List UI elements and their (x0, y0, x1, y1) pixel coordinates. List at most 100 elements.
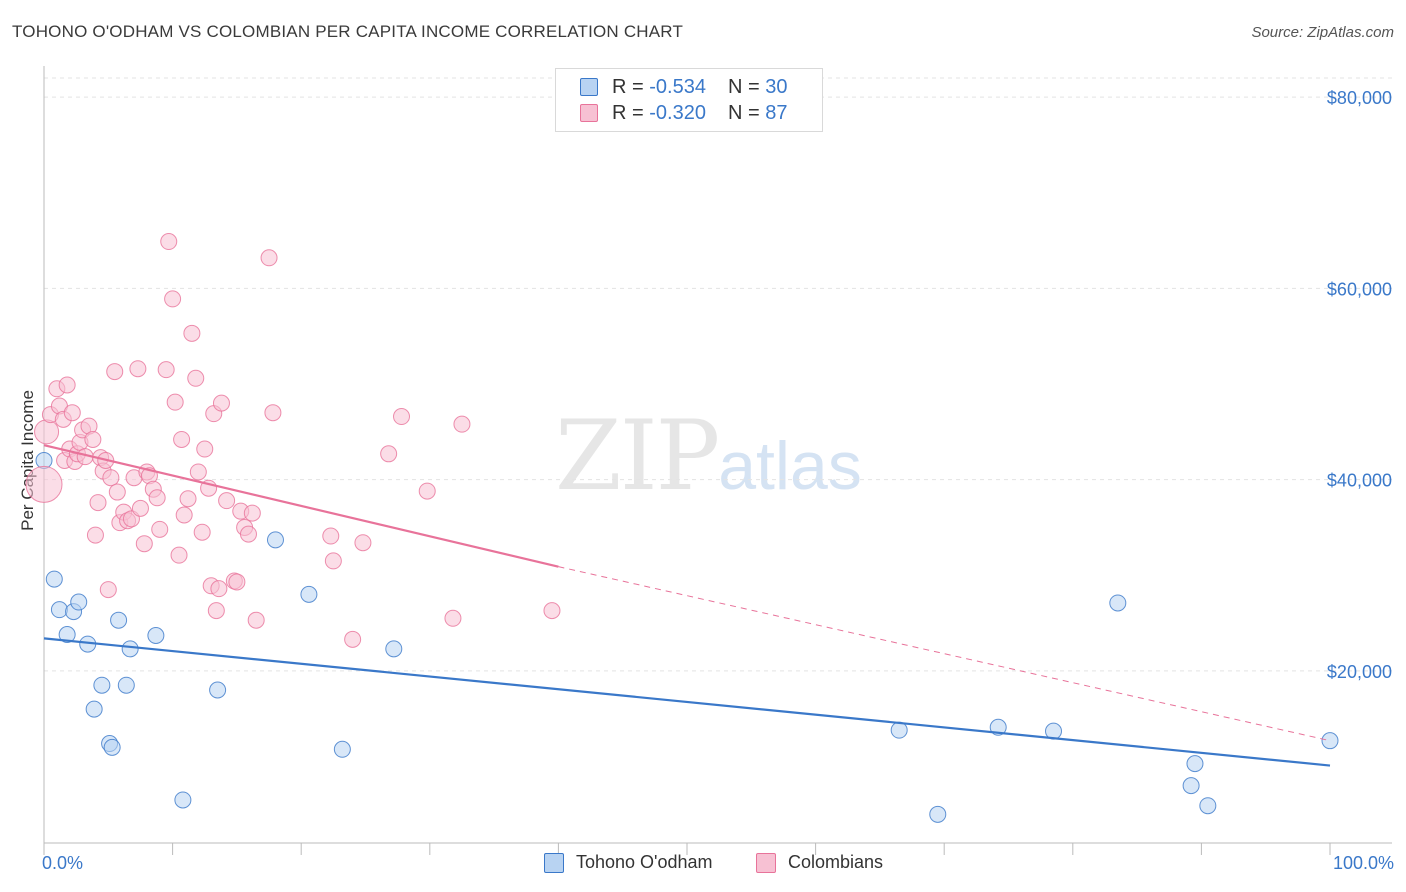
colombian-point (264, 404, 282, 422)
colombian-point (210, 580, 228, 598)
x-tick-label-start: 0.0% (42, 853, 83, 873)
colombian-point (131, 499, 149, 517)
watermark-atlas: atlas (718, 428, 862, 504)
tohono-point (110, 611, 128, 629)
colombian-point (444, 609, 462, 627)
watermark-zip: ZIP (555, 400, 720, 512)
colombian-point (322, 527, 340, 545)
colombian-point (173, 430, 191, 448)
tohono-trend-line (43, 637, 1331, 767)
tohono-point (1321, 732, 1339, 750)
colombian-point (187, 369, 205, 387)
colombian-point (239, 525, 257, 543)
colombian-point (247, 611, 265, 629)
colombian-point (380, 445, 398, 463)
tohono-point (333, 740, 351, 758)
colombian-point (193, 523, 211, 541)
colombian-point (218, 492, 236, 510)
tohono-point (1199, 797, 1217, 815)
tohono-point (93, 676, 111, 694)
colombian-point (196, 440, 214, 458)
bottom-legend-swatch-pink (756, 852, 776, 873)
tohono-point (300, 585, 318, 603)
tohono-point (45, 570, 63, 588)
tohono-point (929, 805, 947, 823)
colombian-trend-extension (558, 566, 1331, 742)
tohono-point (174, 791, 192, 809)
colombian-point (166, 393, 184, 411)
colombian-point (129, 360, 147, 378)
legend-n-value: 87 (765, 101, 788, 124)
colombian-point (151, 520, 169, 538)
colombian-point (183, 324, 201, 342)
colombian-point (160, 233, 178, 251)
colombian-point (157, 361, 175, 379)
colombian-point (34, 419, 60, 445)
legend-r-value: -0.320 (649, 101, 706, 124)
legend: R = -0.534 N = 30 R = -0.320 N = 87 (555, 68, 823, 132)
chart-title: TOHONO O'ODHAM VS COLOMBIAN PER CAPITA I… (12, 22, 684, 41)
legend-swatch-blue (580, 78, 598, 96)
source-label: Source: ZipAtlas.com (1251, 24, 1394, 41)
legend-r-label: R = (612, 75, 644, 98)
colombian-point (175, 506, 193, 524)
legend-row-colombians: R = -0.320 N = 87 (580, 101, 787, 125)
colombian-point (453, 415, 471, 433)
y-axis-label: Per Capita Income (18, 390, 37, 531)
colombian-trend-line (43, 444, 559, 568)
tohono-point (117, 676, 135, 694)
legend-swatch-pink (580, 104, 598, 122)
bottom-legend-label-colombians: Colombians (788, 852, 884, 872)
colombian-point (25, 465, 63, 503)
watermark: ZIPatlas (555, 400, 862, 512)
y-tick-label: $20,000 (1327, 662, 1392, 682)
colombian-point (164, 290, 182, 308)
tohono-point (209, 681, 227, 699)
colombian-point (212, 394, 230, 412)
tohono-point (70, 593, 88, 611)
colombian-point (170, 546, 188, 564)
bottom-legend-colombians: Colombians (756, 852, 883, 873)
tohono-point (1186, 755, 1204, 773)
colombian-point (260, 249, 278, 267)
colombian-point (99, 581, 117, 599)
colombian-point (86, 526, 104, 544)
tohono-point (121, 640, 139, 658)
legend-r-value: -0.534 (649, 75, 706, 98)
tohono-point (1182, 777, 1200, 795)
y-tick-label: $60,000 (1327, 279, 1392, 299)
legend-n-value: 30 (765, 75, 788, 98)
bottom-legend-swatch-blue (544, 852, 564, 873)
colombian-point (102, 469, 120, 487)
tohono-point (103, 738, 121, 756)
tohono-point (58, 626, 76, 644)
colombian-point (543, 602, 561, 620)
colombian-point (63, 404, 81, 422)
legend-n-label: N = (727, 101, 760, 124)
colombian-point (135, 535, 153, 553)
y-tick-label: $80,000 (1327, 88, 1392, 108)
colombian-point (89, 494, 107, 512)
colombian-point (106, 363, 124, 381)
y-tick-label: $40,000 (1327, 471, 1392, 491)
colombian-point (108, 483, 126, 501)
legend-n-label: N = (727, 75, 760, 98)
colombian-point (354, 534, 372, 552)
colombian-point (324, 552, 342, 570)
colombian-point (148, 489, 166, 507)
colombian-point (189, 463, 207, 481)
colombian-point (58, 376, 76, 394)
legend-row-tohono: R = -0.534 N = 30 (580, 75, 787, 99)
tohono-point (85, 700, 103, 718)
x-tick-label-end: 100.0% (1333, 853, 1394, 873)
bottom-legend-label-tohono: Tohono O'odham (576, 852, 713, 872)
colombian-point (243, 504, 261, 522)
colombian-point (418, 482, 436, 500)
tohono-point (1109, 594, 1127, 612)
tohono-point (50, 601, 68, 619)
colombian-point (84, 430, 102, 448)
legend-r-label: R = (612, 101, 644, 124)
colombian-point (179, 490, 197, 508)
tohono-point (385, 640, 403, 658)
